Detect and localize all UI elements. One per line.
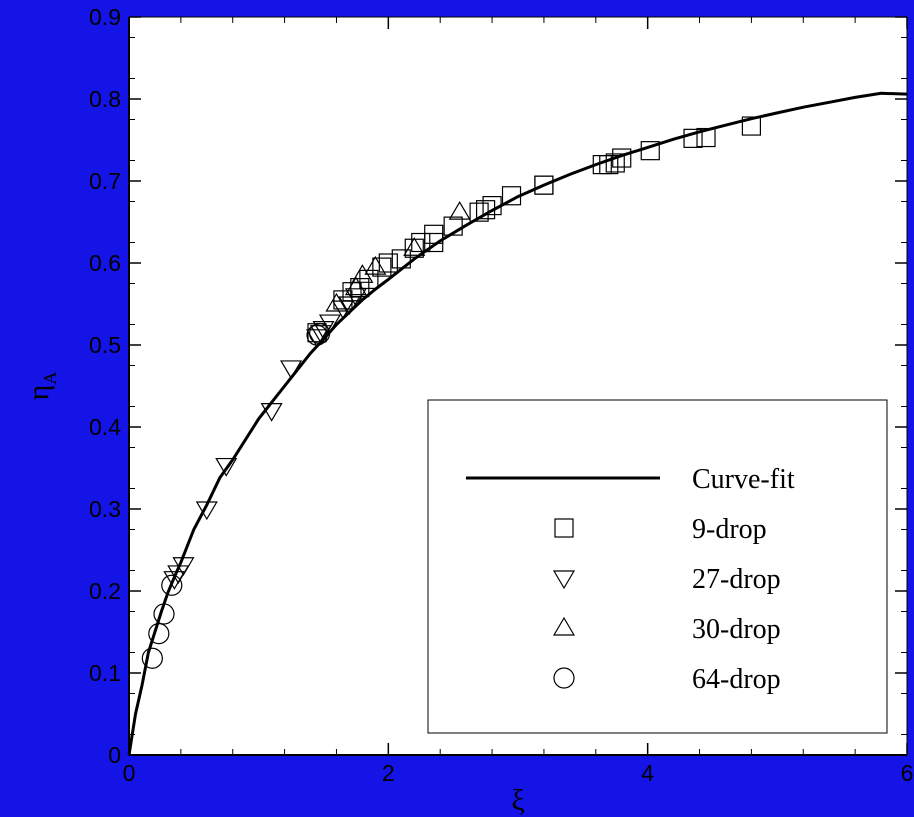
legend-label-9-drop: 9-drop (692, 514, 767, 545)
27-drop-point (305, 329, 329, 348)
x-tick-label: 2 (382, 760, 395, 786)
9-drop-point (599, 155, 619, 175)
legend-box (427, 399, 888, 734)
y-tick-label: 0.7 (89, 168, 121, 194)
64-drop-point (161, 574, 183, 596)
64-drop-point (306, 324, 328, 346)
30-drop-point (448, 200, 471, 220)
27-drop-point (344, 288, 367, 307)
9-drop-point (469, 202, 489, 222)
9-drop-point (475, 200, 496, 220)
y-tick-label: 0.5 (89, 332, 121, 358)
y-tick-label: 0.2 (89, 578, 121, 604)
30-drop-point (364, 255, 387, 275)
27-drop-point (331, 300, 354, 320)
27-drop-point (280, 360, 303, 380)
9-drop-point (443, 216, 463, 236)
x-tick-label: 6 (901, 760, 914, 786)
64-drop-point (309, 322, 331, 345)
30-drop-point (325, 292, 348, 312)
legend-label-27-drop: 27-drop (692, 564, 781, 595)
legend-label-64-drop: 64-drop (692, 664, 781, 695)
y-tick-label: 0.6 (89, 250, 121, 276)
9-drop-point (640, 141, 660, 161)
legend-label-30-drop: 30-drop (692, 614, 781, 645)
27-drop-point (172, 557, 195, 576)
y-tick-label: 0.3 (89, 496, 121, 522)
legend-swatch-9-drop (554, 518, 574, 538)
64-drop-point (153, 603, 175, 625)
64-drop-point (148, 623, 170, 645)
9-drop-point (391, 249, 411, 269)
9-drop-point (605, 153, 625, 173)
legend: Curve-fit 9-drop 27-drop 30-drop 64-drop (427, 399, 888, 734)
legend-swatch-27-drop (552, 570, 576, 590)
27-drop-point (338, 296, 361, 316)
27-drop-point (260, 403, 283, 422)
x-axis-label: ξ (511, 784, 524, 817)
9-drop-point (741, 116, 762, 136)
30-drop-point (403, 237, 426, 256)
y-axis-label: ηA (22, 372, 60, 401)
y-axis-label-group: ηA (22, 372, 60, 401)
legend-label-curve-fit: Curve-fit (692, 464, 795, 495)
y-tick-label: 0.1 (89, 660, 121, 686)
9-drop-point (683, 128, 703, 148)
9-drop-point (482, 196, 502, 216)
y-axis-label-subscript: A (40, 372, 60, 385)
chart-marks: 0 2 4 6 0 0.1 0.2 0.3 0.4 0.5 0.6 0.7 0.8 0.9 (89, 4, 913, 786)
9-drop-point (359, 269, 379, 289)
y-tick-label: 0.9 (89, 4, 121, 30)
y-tick-label: 0.4 (89, 414, 121, 440)
y-axis-label-main: η (22, 385, 55, 401)
y-tick-label: 0 (108, 742, 121, 768)
27-drop-point (318, 314, 342, 334)
9-drop-point (612, 148, 632, 168)
27-drop-point (215, 457, 238, 477)
legend-swatch-30-drop (552, 616, 576, 636)
30-drop-point (344, 276, 367, 296)
9-drop-point (424, 224, 444, 244)
x-tick-label: 4 (641, 760, 654, 786)
y-tick-label: 0.8 (89, 86, 121, 112)
9-drop-point (696, 127, 716, 148)
9-drop-point (372, 257, 392, 277)
x-tick-label: 0 (123, 760, 136, 786)
27-drop-point (195, 501, 218, 521)
9-drop-point (501, 186, 522, 206)
64-drop-point (141, 647, 163, 669)
legend-swatch-64-drop (553, 667, 575, 689)
9-drop-point (534, 175, 554, 195)
